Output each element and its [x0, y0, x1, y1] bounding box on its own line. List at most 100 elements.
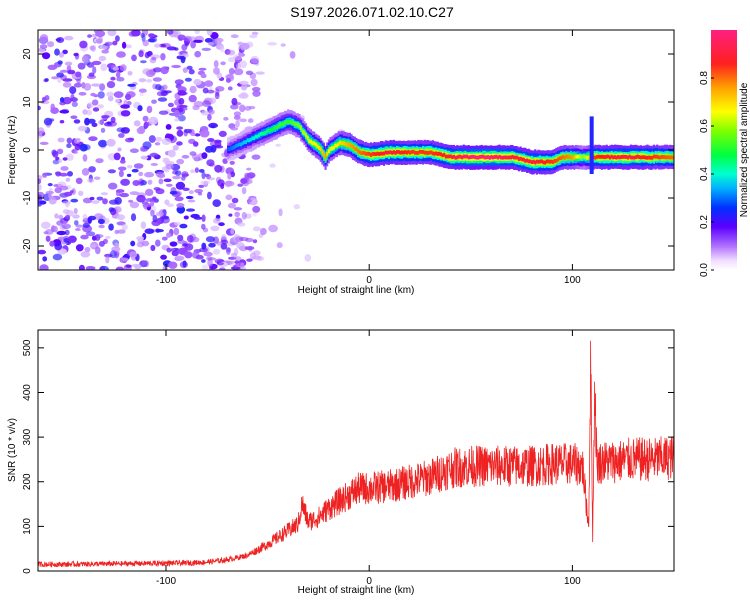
noise-blob: [212, 248, 221, 255]
noise-blob: [70, 198, 79, 203]
noise-blob: [119, 192, 129, 198]
noise-blob: [107, 95, 114, 102]
noise-blob: [252, 90, 261, 97]
noise-blob: [207, 113, 212, 121]
noise-blob: [239, 60, 248, 69]
noise-blob: [38, 184, 42, 191]
ridge-cell: [631, 155, 634, 160]
noise-blob: [56, 72, 64, 78]
noise-blob: [62, 96, 72, 105]
noise-blob: [57, 137, 65, 143]
noise-blob: [190, 213, 200, 219]
noise-blob: [128, 199, 134, 203]
noise-blob: [209, 97, 217, 104]
ridge-cell: [465, 154, 469, 159]
ridge-cell: [542, 160, 545, 165]
ridge-cell: [339, 140, 342, 145]
noise-blob: [239, 80, 249, 85]
noise-blob: [75, 228, 81, 231]
noise-blob: [230, 104, 239, 110]
noise-blob: [222, 158, 228, 165]
noise-blob: [165, 163, 174, 170]
noise-blob: [129, 251, 138, 258]
snr-frame: [37, 329, 675, 572]
noise-blob: [181, 171, 189, 178]
ridge-cell: [495, 154, 498, 159]
noise-blob: [129, 191, 140, 196]
ridge-cell: [618, 155, 621, 160]
noise-blob: [96, 196, 104, 201]
noise-blob: [229, 160, 235, 165]
noise-blob: [240, 262, 245, 268]
noise-blob: [246, 199, 252, 203]
noise-blob: [89, 45, 95, 51]
ridge-cell: [379, 151, 382, 156]
noise-blob: [101, 49, 109, 54]
noise-blob: [142, 39, 149, 47]
spectrogram-ytick-label: -10: [22, 190, 33, 205]
noise-blob: [59, 185, 69, 191]
noise-blob: [219, 267, 226, 270]
noise-blob: [88, 166, 96, 173]
noise-blob: [178, 97, 185, 105]
noise-blob: [201, 47, 212, 52]
noise-blob: [59, 69, 69, 73]
noise-blob: [201, 214, 206, 222]
ridge-cell: [353, 147, 356, 151]
noise-blob: [112, 66, 120, 71]
noise-blob: [174, 221, 181, 226]
ridge-cell: [633, 155, 636, 160]
noise-blob: [161, 236, 168, 241]
noise-blob: [142, 141, 152, 150]
noise-blob: [190, 169, 196, 174]
ridge-cell: [295, 122, 298, 127]
noise-blob: [214, 145, 224, 149]
noise-blob: [60, 166, 69, 171]
noise-blob: [174, 196, 184, 202]
snr-ytick-label: 0: [22, 568, 33, 574]
noise-blob: [201, 259, 206, 263]
noise-blob: [82, 197, 93, 204]
noise-blob: [144, 171, 155, 178]
noise-blob: [252, 212, 257, 217]
noise-blob: [92, 99, 99, 106]
noise-blob: [162, 84, 168, 90]
noise-blob: [223, 117, 229, 121]
noise-blob: [150, 163, 158, 166]
ridge-cell: [540, 159, 543, 164]
noise-blob: [136, 236, 145, 241]
noise-blob: [47, 64, 58, 71]
ridge-cell: [420, 150, 423, 154]
ridge-cell: [529, 159, 532, 164]
ridge-cell: [587, 155, 590, 160]
noise-blob: [130, 240, 136, 247]
ridge-cell: [602, 155, 605, 159]
noise-blob: [138, 171, 144, 177]
ridge-cell: [517, 157, 521, 161]
noise-blob: [106, 81, 116, 89]
noise-blob: [101, 114, 110, 119]
noise-blob: [151, 56, 157, 61]
ridge-cell: [626, 155, 630, 160]
ridge-cell: [329, 147, 332, 151]
noise-blob: [208, 41, 215, 46]
ridge-cell: [469, 155, 472, 160]
ridge-cell: [399, 150, 402, 155]
noise-blob: [146, 79, 153, 83]
noise-blob: [118, 133, 125, 138]
ridge-cell: [661, 155, 664, 159]
ridge-cell: [565, 154, 568, 159]
noise-blob: [131, 30, 141, 37]
ridge-cell: [394, 151, 397, 155]
ridge-cell: [280, 122, 283, 127]
spectrogram-xlabel: Height of straight line (km): [298, 285, 415, 296]
ridge-cell: [407, 150, 410, 154]
ridge-cell: [537, 159, 540, 164]
noise-blob: [200, 73, 207, 79]
noise-blob: [200, 180, 210, 185]
noise-blob: [234, 260, 240, 265]
noise-blob: [177, 115, 186, 122]
noise-blob: [206, 159, 215, 167]
noise-blob: [245, 70, 253, 76]
noise-blob: [192, 251, 198, 256]
